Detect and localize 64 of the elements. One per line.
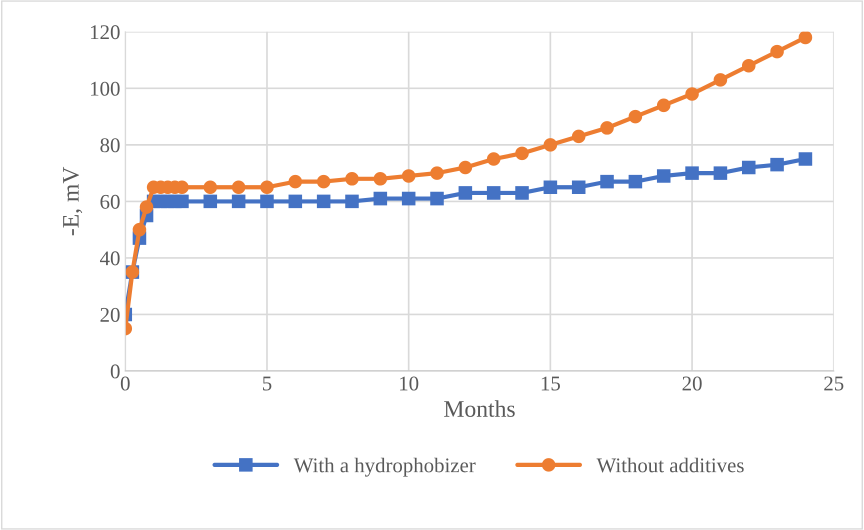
point [458,186,472,200]
point [714,73,728,87]
point [175,194,189,208]
point [742,160,756,174]
legend-label: With a hydrophobizer [294,458,476,477]
point [132,222,146,236]
point [486,186,500,200]
point [374,172,388,186]
x-tick-label: 0 [120,376,130,391]
y-axis-title: -E, mV [63,166,82,236]
point [486,152,500,166]
point [316,194,330,208]
y-tick-label: 0 [110,364,120,378]
legend-label: Without additives [596,458,744,472]
point [260,194,274,208]
point [798,152,812,166]
point [685,87,699,101]
point [544,180,558,194]
point [430,192,444,206]
point [515,146,529,160]
point [600,174,614,188]
x-tick-label: 10 [400,376,418,391]
point [742,58,756,72]
point [374,192,388,206]
y-tick-label: 20 [100,308,120,322]
point [770,158,784,172]
point [628,110,642,124]
x-tick-label: 20 [682,376,702,391]
y-tick-label: 60 [100,194,120,209]
point [430,166,444,180]
point [345,172,359,186]
point [685,166,699,180]
y-tick-label: 40 [100,251,120,266]
point [656,169,670,183]
point [232,194,246,208]
x-tick-label: 5 [262,376,272,391]
y-tick-label: 80 [100,138,120,152]
point [288,174,302,188]
point [402,169,416,183]
point [600,121,614,135]
point [402,192,416,206]
point [515,186,529,200]
point [140,200,154,214]
y-tick-label: 100 [91,82,120,96]
point [656,98,670,112]
x-tick-label: 15 [542,376,560,391]
point [458,160,472,174]
point [798,32,812,44]
point [232,180,246,194]
point [345,194,359,208]
y-tick-label: 120 [91,25,120,40]
point [288,194,302,208]
point [572,180,586,194]
point [714,166,728,180]
point [260,180,274,194]
point [204,180,218,194]
x-axis-title: Months [444,400,515,417]
point [204,194,218,208]
point [770,44,784,58]
x-tick-label: 25 [824,376,844,391]
point [544,138,558,152]
point [316,174,330,188]
point [628,174,642,188]
point [572,130,586,144]
